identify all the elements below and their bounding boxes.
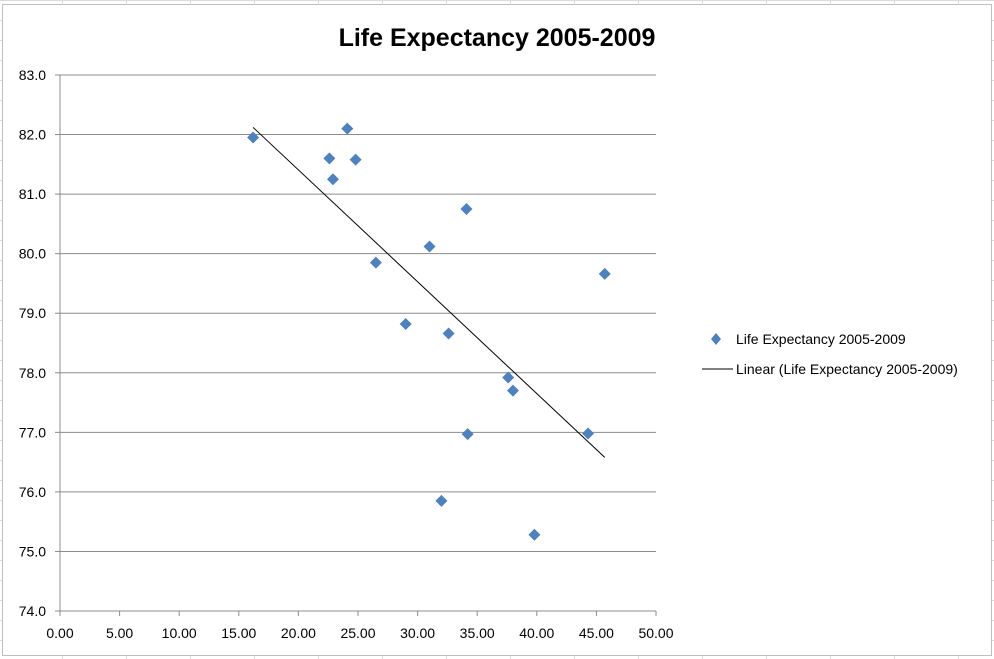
x-tick-label: 40.00: [519, 625, 554, 641]
x-tick-label: 35.00: [460, 625, 495, 641]
gridlines: [60, 74, 656, 612]
data-point: [598, 267, 611, 280]
data-point: [369, 256, 382, 269]
y-tick-label: 74.0: [19, 603, 46, 619]
data-point: [460, 203, 473, 215]
y-tick-label: 79.0: [19, 305, 46, 321]
data-point: [341, 122, 354, 135]
legend-label-series: Life Expectancy 2005-2009: [736, 331, 906, 347]
x-tick-label: 30.00: [400, 625, 435, 641]
legend-item-trendline: Linear (Life Expectancy 2005-2009): [702, 361, 958, 377]
trendline: [252, 127, 606, 458]
data-point: [349, 153, 362, 166]
y-axis-tick-labels: 74.0 75.0 76.0 77.0 78.0 79.0 80.0 81.0 82.0 83.0: [19, 67, 46, 619]
y-tick-label: 78.0: [19, 365, 46, 381]
x-tick-label: 20.00: [281, 625, 316, 641]
chart-area[interactable]: [2, 4, 992, 656]
data-point: [323, 152, 336, 165]
y-tick-label: 80.0: [19, 246, 46, 262]
data-point: [506, 384, 519, 397]
x-tick-label: 50.00: [638, 625, 673, 641]
data-point: [442, 327, 455, 340]
data-points: [247, 122, 611, 541]
y-tick-label: 76.0: [19, 484, 46, 500]
data-point: [461, 428, 474, 441]
data-point: [502, 371, 515, 384]
y-tick-label: 83.0: [19, 67, 46, 83]
x-tick-label: 15.00: [221, 625, 256, 641]
y-tick-label: 81.0: [19, 186, 46, 202]
y-tick-label: 82.0: [19, 127, 46, 143]
data-point: [582, 427, 595, 440]
data-point: [528, 528, 541, 541]
data-point: [435, 494, 448, 507]
data-point: [326, 173, 339, 186]
data-point: [423, 240, 436, 253]
data-point: [399, 317, 412, 330]
x-tick-label: 45.00: [579, 625, 614, 641]
chart-title: Life Expectancy 2005-2009: [339, 24, 656, 52]
trendline-layer: [252, 127, 606, 458]
x-tick-label: 5.00: [106, 625, 133, 641]
legend-diamond-marker: [711, 333, 721, 345]
axes: [55, 74, 657, 616]
data-point: [247, 131, 260, 144]
legend[interactable]: Life Expectancy 2005-2009 Linear (Life E…: [702, 331, 958, 377]
x-tick-label: 0.00: [46, 625, 73, 641]
x-tick-label: 25.00: [340, 625, 375, 641]
x-axis-tick-labels: 0.00 5.00 10.00 15.00 20.00 25.00 30.00 35.00 40…: [46, 625, 673, 641]
legend-label-trendline: Linear (Life Expectancy 2005-2009): [736, 361, 958, 377]
y-tick-label: 77.0: [19, 424, 46, 440]
legend-item-series: Life Expectancy 2005-2009: [711, 331, 906, 347]
x-tick-label: 10.00: [162, 625, 197, 641]
y-tick-label: 75.0: [19, 543, 46, 559]
